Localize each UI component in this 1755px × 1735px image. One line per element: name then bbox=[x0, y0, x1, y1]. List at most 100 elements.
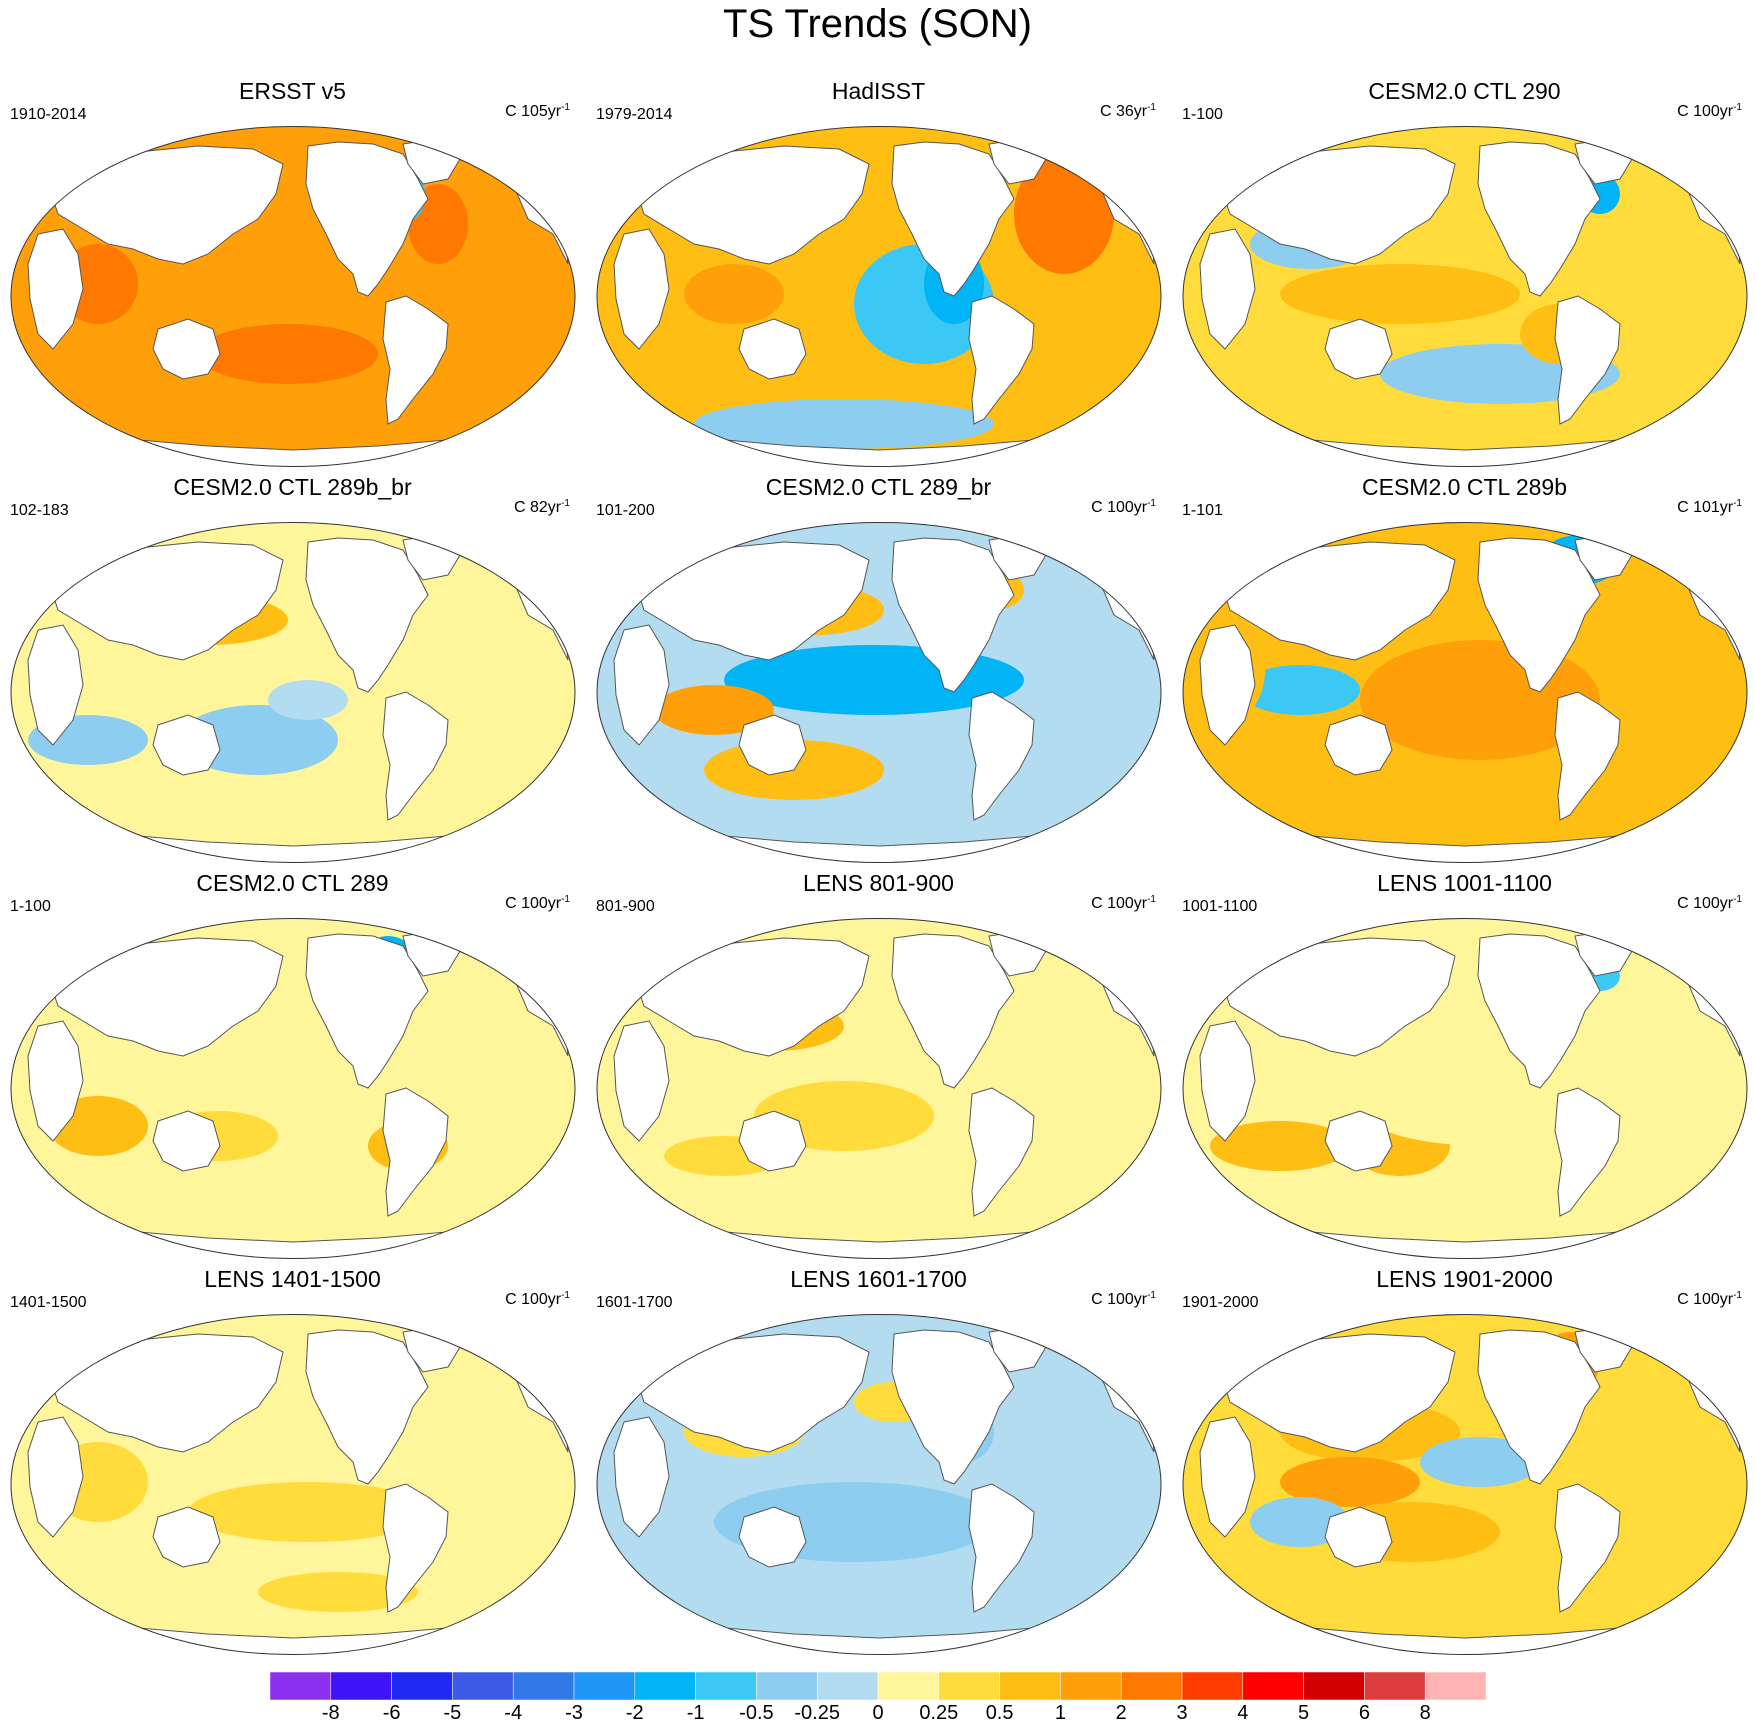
panel-trend-unit: C 100yr-1 bbox=[1677, 102, 1742, 121]
panel-title: CESM2.0 CTL 289b_br bbox=[173, 474, 412, 500]
colorbar-swatch bbox=[1242, 1672, 1304, 1700]
map-panel: LENS 1901-2000 1901-2000 C 100yr-1 bbox=[1172, 1266, 1755, 1661]
land-mass bbox=[633, 937, 870, 1057]
panel-trend-unit: C 100yr-1 bbox=[1091, 1290, 1156, 1309]
land-mass bbox=[738, 318, 807, 380]
colorbar-tick-label: -8 bbox=[321, 1702, 340, 1724]
anomaly-patch bbox=[654, 685, 774, 735]
trend-unit-exponent: -1 bbox=[1147, 498, 1156, 509]
trend-unit-text: C 105yr bbox=[505, 103, 562, 120]
colorbar-swatch bbox=[512, 1672, 575, 1700]
panel-period: 1-100 bbox=[1182, 106, 1223, 123]
map-border bbox=[596, 918, 1162, 1259]
colorbar-swatch bbox=[1181, 1672, 1244, 1700]
trend-unit-text: C 36yr bbox=[1099, 103, 1148, 120]
land-mass bbox=[1219, 541, 1456, 661]
map-border bbox=[10, 522, 576, 863]
land-mass bbox=[613, 1020, 670, 1142]
map-border bbox=[1182, 918, 1748, 1259]
panel-trend-unit: C 100yr-1 bbox=[505, 894, 570, 913]
colorbar-tick-label: -4 bbox=[504, 1702, 523, 1724]
colorbar-swatch bbox=[816, 1672, 879, 1700]
trend-unit-text: C 100yr bbox=[505, 1291, 562, 1308]
land-mass bbox=[1219, 937, 1456, 1057]
map-border bbox=[1182, 522, 1748, 863]
trend-unit-exponent: -1 bbox=[1733, 894, 1742, 905]
anomaly-patch bbox=[1014, 154, 1114, 274]
map-panel: CESM2.0 CTL 289_br 101-200 C 100yr-1 bbox=[586, 474, 1171, 869]
colorbar-swatch bbox=[1364, 1672, 1426, 1700]
trend-unit-exponent: -1 bbox=[561, 102, 570, 113]
trend-unit-text: C 100yr bbox=[1091, 499, 1148, 516]
land-mass bbox=[738, 1110, 807, 1172]
map-border bbox=[10, 918, 576, 1259]
panel-title: CESM2.0 CTL 289b bbox=[1362, 474, 1567, 500]
trend-unit-exponent: -1 bbox=[561, 1290, 570, 1301]
land-mass bbox=[152, 1506, 221, 1568]
trend-unit-exponent: -1 bbox=[1147, 894, 1156, 905]
anomaly-patch bbox=[198, 324, 378, 384]
colorbar-swatch bbox=[270, 1672, 332, 1700]
panel-title: LENS 1601-1700 bbox=[790, 1266, 967, 1292]
map-panel: CESM2.0 CTL 290 1-100 C 100yr-1 bbox=[1172, 78, 1755, 473]
colorbar-swatch bbox=[330, 1672, 392, 1700]
map-border bbox=[1182, 1314, 1748, 1655]
trend-unit-text: C 100yr bbox=[1677, 895, 1734, 912]
colorbar-swatch bbox=[1424, 1672, 1486, 1700]
land-mass bbox=[1199, 1416, 1256, 1538]
panel-period: 101-200 bbox=[596, 502, 655, 519]
colorbar-tick-label: 2 bbox=[1115, 1702, 1127, 1724]
land-mass bbox=[968, 295, 1035, 425]
colorbar-swatch bbox=[1120, 1672, 1183, 1700]
trend-unit-exponent: -1 bbox=[561, 498, 570, 509]
colorbar-tick-label: -3 bbox=[565, 1702, 583, 1724]
land-mass bbox=[1477, 1329, 1601, 1485]
panel-period: 1901-2000 bbox=[1182, 1294, 1259, 1311]
map-panel: LENS 1001-1100 1001-1100 C 100yr-1 bbox=[1172, 870, 1755, 1265]
trend-unit-exponent: -1 bbox=[1147, 102, 1156, 113]
trend-unit-text: C 100yr bbox=[1677, 103, 1734, 120]
colorbar-swatch bbox=[1060, 1672, 1122, 1700]
trend-unit-exponent: -1 bbox=[1733, 102, 1742, 113]
map-border bbox=[596, 522, 1162, 863]
colorbar-tick-label: 0.25 bbox=[919, 1702, 959, 1724]
land-mass bbox=[1324, 1110, 1393, 1172]
land-mass bbox=[1554, 691, 1621, 821]
world-map bbox=[1182, 522, 1748, 863]
land-mass bbox=[27, 1020, 84, 1142]
figure-title: TS Trends (SON) bbox=[723, 2, 1032, 46]
panel-period: 1001-1100 bbox=[1182, 898, 1258, 915]
land-mass bbox=[47, 145, 284, 265]
panel-title: LENS 1401-1500 bbox=[204, 1266, 381, 1292]
anomaly-patch bbox=[1280, 264, 1520, 324]
trend-unit-text: C 100yr bbox=[1091, 1291, 1148, 1308]
land-mass bbox=[1199, 1020, 1256, 1142]
land-mass bbox=[1324, 318, 1393, 380]
colorbar-tick-label: 0 bbox=[872, 1702, 884, 1724]
panel-period: 1401-1500 bbox=[10, 1294, 87, 1311]
map-panel: HadISST 1979-2014 C 36yr-1 bbox=[586, 78, 1171, 473]
trend-unit-text: C 101yr bbox=[1677, 499, 1734, 516]
land-mass bbox=[1554, 295, 1621, 425]
panel-trend-unit: C 101yr-1 bbox=[1677, 498, 1742, 517]
land-mass bbox=[633, 541, 870, 661]
land-mass bbox=[27, 1416, 84, 1538]
colorbar-tick-label: 3 bbox=[1176, 1702, 1188, 1724]
land-mass bbox=[891, 537, 1015, 693]
colorbar-swatch bbox=[634, 1672, 696, 1700]
panel-trend-unit: C 100yr-1 bbox=[1091, 498, 1156, 517]
colorbar-swatch bbox=[452, 1672, 514, 1700]
land-mass bbox=[1199, 228, 1256, 350]
colorbar-tick-label: -2 bbox=[625, 1702, 644, 1724]
colorbar-swatch bbox=[938, 1672, 1000, 1700]
anomaly-patch bbox=[1280, 1457, 1420, 1507]
colorbar-tick-label: -1 bbox=[686, 1702, 705, 1724]
trend-unit-exponent: -1 bbox=[1733, 1290, 1742, 1301]
map-border bbox=[1182, 126, 1748, 467]
land-mass bbox=[47, 541, 284, 661]
land-mass bbox=[382, 691, 449, 821]
world-map bbox=[10, 126, 576, 467]
panel-period: 1-100 bbox=[10, 898, 51, 915]
land-mass bbox=[738, 714, 807, 776]
land-mass bbox=[891, 933, 1015, 1089]
